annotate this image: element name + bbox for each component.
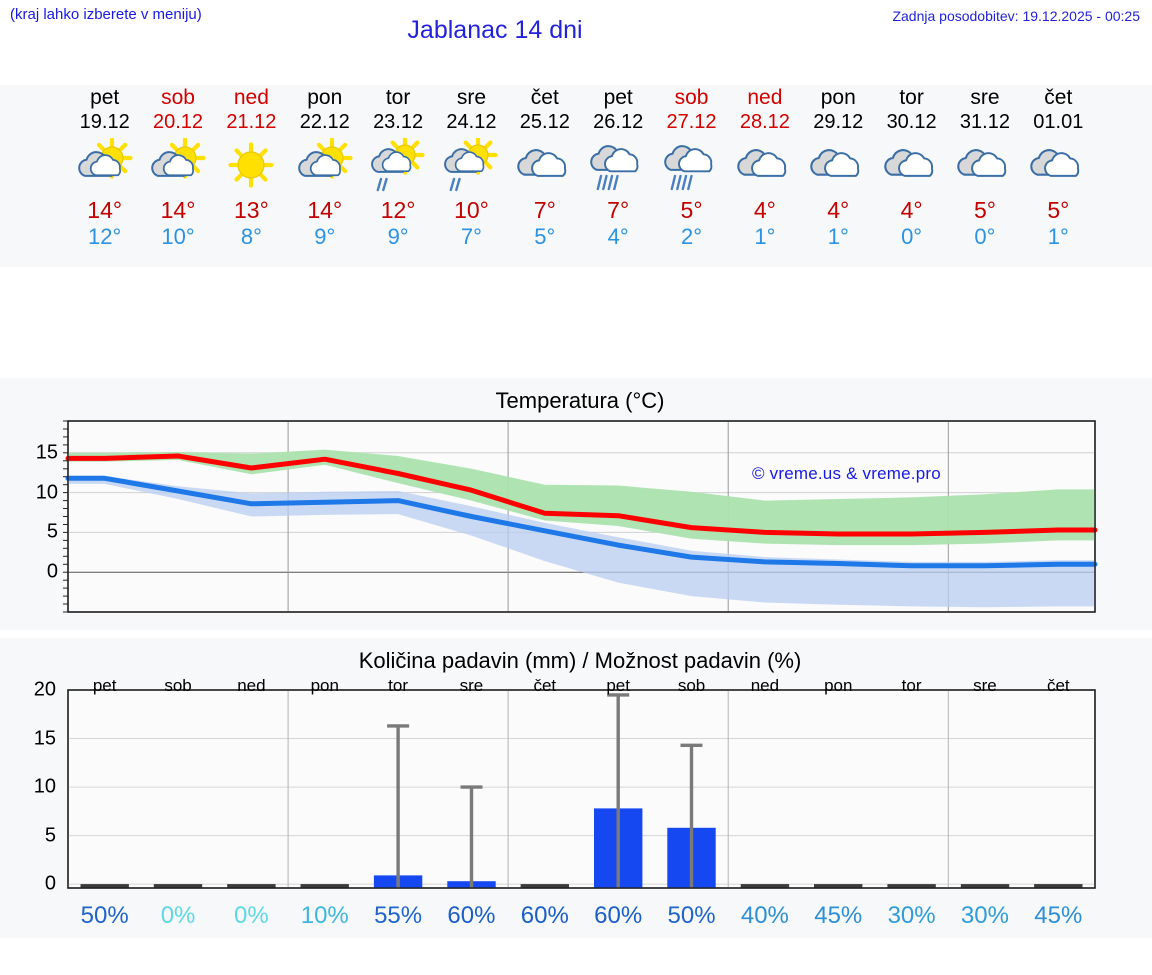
sun-behind-cloud-icon [64,138,146,194]
day-of-week-label: tor [385,86,411,109]
forecast-day-column[interactable]: pon 22.12 14° 9° [284,85,366,250]
temperature-chart-panel [0,378,1152,630]
forecast-day-column[interactable]: sre 31.12 5° 0° [944,85,1026,250]
day-max-temp: 4° [753,197,776,223]
forecast-day-column[interactable]: tor 23.12 12° 9° [357,85,439,250]
forecast-day-column[interactable]: ned 28.12 4° 1° [724,85,806,250]
day-min-temp: 1° [1047,224,1069,249]
day-max-temp: 12° [380,197,416,223]
day-date-label: 22.12 [299,111,350,133]
day-date-label: 28.12 [739,111,790,133]
day-date-label: 31.12 [959,111,1010,133]
day-of-week-label: čet [1044,86,1073,109]
day-of-week-label: sre [970,86,1000,109]
day-of-week-label: ned [233,86,269,109]
day-min-temp: 0° [901,224,923,249]
day-date-label: 30.12 [886,111,937,133]
day-max-temp: 13° [234,197,269,223]
day-min-temp: 10° [161,224,195,249]
forecast-day-column[interactable]: sre 24.12 10° 7° [430,85,512,250]
forecast-day-column[interactable]: čet 25.12 7° 5° [504,85,586,250]
last-updated-text: Zadnja posodobitev: 19.12.2025 - 00:25 [892,8,1140,24]
sun-icon [210,138,292,194]
day-date-label: 20.12 [153,111,204,133]
day-max-temp: 5° [680,197,703,223]
day-of-week-label: pon [820,86,856,109]
day-min-temp: 2° [681,224,703,249]
day-of-week-label: sre [456,86,487,109]
day-min-temp: 9° [387,224,409,249]
day-of-week-label: ned [747,86,783,109]
forecast-day-column[interactable]: tor 30.12 4° 0° [871,85,953,250]
day-min-temp: 0° [974,224,996,249]
precipitation-chart-panel [0,638,1152,938]
day-of-week-label: čet [530,86,559,109]
temperature-chart-title: Temperatura (°C) [495,388,665,413]
day-max-temp: 5° [1047,197,1070,223]
day-of-week-label: tor [899,86,924,109]
day-max-temp: 4° [827,197,850,223]
cloud-rain-icon [651,138,733,194]
day-max-temp: 14° [160,197,196,223]
day-max-temp: 7° [607,197,630,223]
cloud-icon [797,138,879,194]
sun-behind-cloud-icon [284,138,366,194]
precipitation-chart-title: Količina padavin (mm) / Možnost padavin … [358,648,802,673]
day-date-label: 21.12 [226,111,277,133]
day-of-week-label: pet [90,86,120,109]
day-date-label: 19.12 [79,111,130,133]
cloud-icon [504,138,586,194]
day-min-temp: 4° [607,224,629,249]
forecast-day-column[interactable]: pet 26.12 7° 4° [577,85,659,250]
day-min-temp: 1° [754,224,776,249]
day-date-label: 27.12 [666,111,717,133]
forecast-day-column[interactable]: sob 27.12 5° 2° [651,85,733,250]
day-of-week-label: pet [603,86,633,109]
day-min-temp: 7° [460,224,482,249]
day-of-week-label: pon [307,86,343,109]
sun-behind-cloud-rain-icon [357,138,439,194]
day-max-temp: 14° [87,197,123,223]
day-min-temp: 12° [88,224,122,249]
day-max-temp: 10° [454,197,489,223]
day-min-temp: 1° [827,224,849,249]
day-min-temp: 8° [240,224,262,249]
day-max-temp: 5° [973,197,996,223]
sun-behind-cloud-icon [137,138,219,194]
day-min-temp: 9° [314,224,336,249]
cloud-rain-icon [577,138,659,194]
forecast-day-column[interactable]: sob 20.12 14° 10° [137,85,219,250]
sun-behind-cloud-rain-icon [430,138,512,194]
cloud-icon [1017,138,1099,194]
cloud-icon [724,138,806,194]
day-date-label: 25.12 [519,111,570,133]
menu-hint-text: (kraj lahko izberete v meniju) [10,6,202,23]
day-max-temp: 4° [900,197,923,223]
copyright-text: © vreme.us & vreme.pro [752,464,941,483]
forecast-day-strip: pet 19.12 14° 12° sob 20.12 14° 10° ned 21.12 13… [0,85,1152,267]
day-date-label: 24.12 [446,111,497,133]
day-date-label: 26.12 [593,111,644,133]
day-date-label: 23.12 [373,111,424,133]
day-min-temp: 5° [534,224,556,249]
page-header: (kraj lahko izberete v meniju) Jablanac … [0,0,1152,62]
forecast-day-column[interactable]: čet 01.01 5° 1° [1017,85,1099,250]
day-of-week-label: sob [161,86,195,109]
cloud-icon [944,138,1026,194]
page-title: Jablanac 14 dni [407,16,583,44]
day-date-label: 01.01 [1033,111,1084,133]
forecast-day-column[interactable]: pet 19.12 14° 12° [64,85,146,250]
forecast-day-column[interactable]: ned 21.12 13° 8° [210,85,292,250]
day-of-week-label: sob [674,86,709,109]
day-date-label: 29.12 [813,111,864,133]
cloud-icon [871,138,953,194]
day-max-temp: 14° [307,197,343,223]
day-max-temp: 7° [533,197,556,223]
forecast-day-column[interactable]: pon 29.12 4° 1° [797,85,879,250]
